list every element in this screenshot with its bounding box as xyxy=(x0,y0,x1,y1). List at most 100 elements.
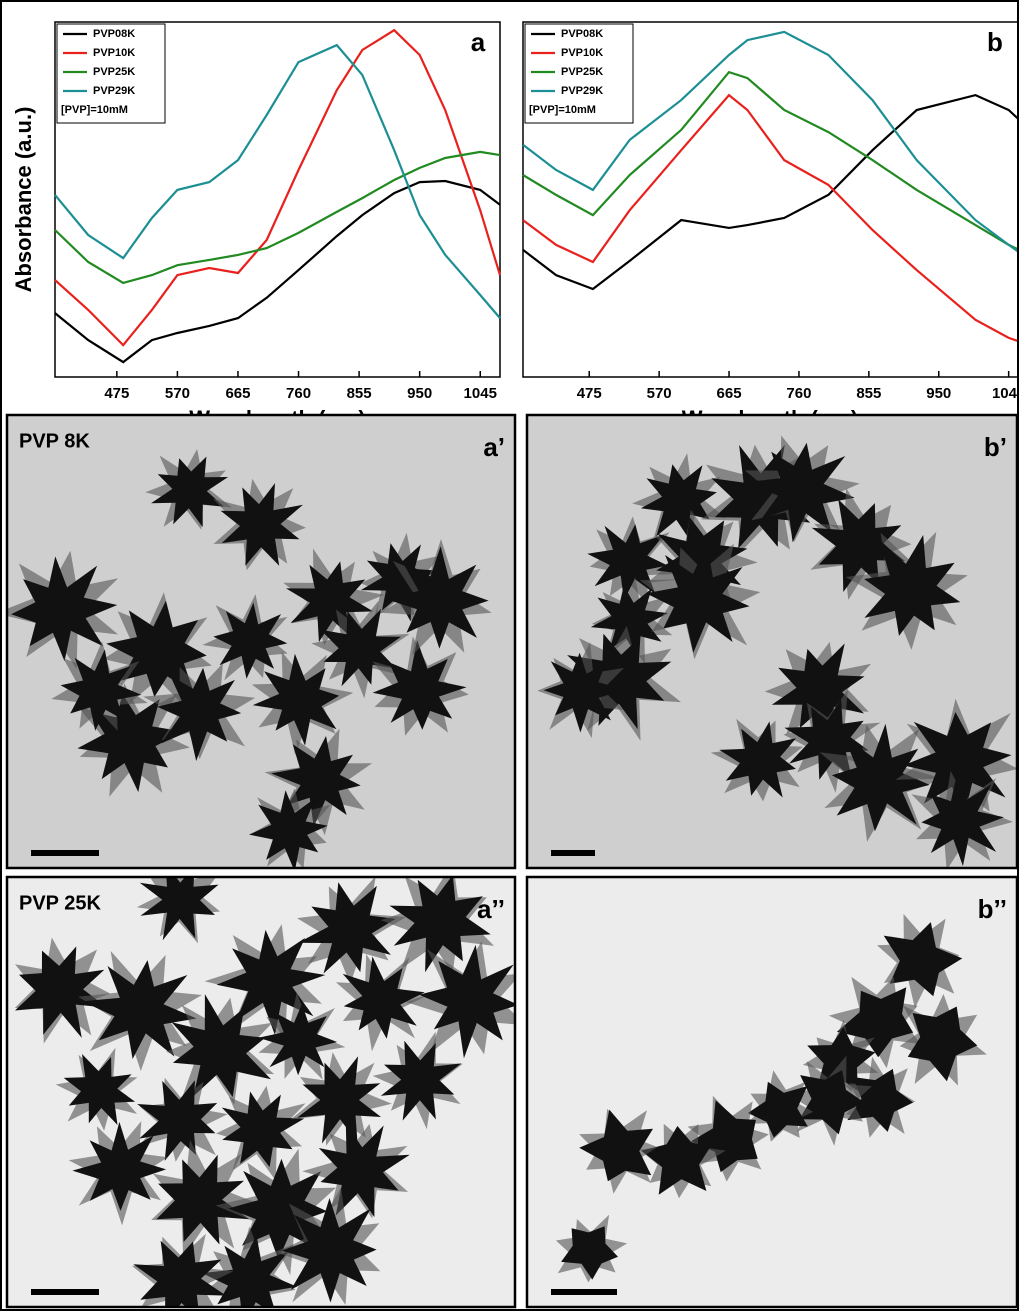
legend-label: PVP29K xyxy=(561,85,603,97)
series-line xyxy=(522,70,1017,251)
tem-image xyxy=(527,877,1017,1307)
series-line xyxy=(54,28,502,347)
panel-border xyxy=(525,875,1019,1309)
particle xyxy=(641,1126,710,1195)
particle xyxy=(561,1226,618,1280)
particle xyxy=(298,882,396,974)
particle xyxy=(864,535,961,636)
plot: PVP08K PVP10K PVP25K PVP29K [PVP]=10mM xyxy=(522,21,1017,378)
particle xyxy=(640,464,717,537)
particle xyxy=(567,633,672,730)
series-line xyxy=(54,43,501,319)
annotation: [PVP]=10mM xyxy=(529,104,596,116)
legend-label: PVP25K xyxy=(561,66,603,78)
legend-label: PVP08K xyxy=(93,28,135,40)
x-tick-label: 855 xyxy=(347,385,372,402)
particle xyxy=(907,1006,978,1082)
x-tick-label: 760 xyxy=(286,385,311,402)
particle xyxy=(220,483,303,566)
x-tick-label: 950 xyxy=(926,385,951,402)
legend-box xyxy=(56,23,166,124)
particle xyxy=(82,960,197,1059)
legend-label: PVP08K xyxy=(561,28,603,40)
x-tick-label: 1045 xyxy=(464,385,497,402)
scale-bar xyxy=(551,850,595,856)
particle xyxy=(543,652,625,733)
tem-image xyxy=(7,877,515,1307)
scale-bar xyxy=(31,1289,99,1295)
particle xyxy=(811,499,905,592)
particle xyxy=(15,946,108,1038)
particle xyxy=(831,723,930,832)
particle xyxy=(747,1081,808,1138)
particle xyxy=(258,1003,338,1076)
particle xyxy=(836,987,914,1058)
series-line xyxy=(522,93,1017,342)
x-tick-label: 760 xyxy=(786,385,811,402)
particle xyxy=(137,1080,218,1161)
x-tick-label: 570 xyxy=(165,385,190,402)
x-tick-label: 665 xyxy=(225,385,250,402)
particle xyxy=(847,1068,914,1132)
particle xyxy=(380,1040,462,1121)
x-tick-label: 665 xyxy=(717,385,742,402)
series-line xyxy=(522,30,1017,253)
legend-box xyxy=(524,23,634,124)
particle xyxy=(72,1121,167,1211)
particle xyxy=(691,1100,758,1173)
series-line xyxy=(54,179,501,364)
panel-caption: PVP 8K xyxy=(19,430,90,452)
particle xyxy=(590,585,669,656)
panel-label: a’’ xyxy=(477,894,505,924)
legend-label: PVP10K xyxy=(561,47,603,59)
particle xyxy=(221,1091,305,1168)
particle xyxy=(157,667,242,761)
series-line xyxy=(522,93,1017,291)
y-axis-label: Absorbance (a.u.) xyxy=(11,107,36,293)
scale-bar xyxy=(551,1289,617,1295)
plot-frame xyxy=(54,21,501,378)
particle xyxy=(156,1154,250,1245)
particle xyxy=(286,561,374,643)
particle xyxy=(139,877,219,941)
series-line xyxy=(54,150,501,285)
x-tick-label: 475 xyxy=(577,385,602,402)
panel-label: a’ xyxy=(483,432,505,462)
particle xyxy=(579,1109,653,1182)
particle xyxy=(360,543,437,622)
particle xyxy=(386,546,489,649)
panel-border xyxy=(5,875,517,1309)
particle xyxy=(645,544,750,653)
panel-border xyxy=(5,413,517,870)
particle xyxy=(418,944,515,1059)
tem-image xyxy=(527,415,1017,868)
scale-bar xyxy=(31,850,99,856)
panel-label: b’’ xyxy=(978,894,1007,924)
particle xyxy=(171,994,271,1097)
particle xyxy=(252,653,340,746)
particle xyxy=(60,649,142,731)
tem-image xyxy=(7,415,515,868)
plot-frame xyxy=(522,21,1017,378)
x-tick-label: 475 xyxy=(104,385,129,402)
plot: PVP08K PVP10K PVP25K PVP29K [PVP]=10mM xyxy=(54,21,502,378)
particle xyxy=(281,1198,377,1303)
particle xyxy=(771,643,865,731)
legend-label: PVP29K xyxy=(93,85,135,97)
particle xyxy=(372,640,467,730)
panel-label: b xyxy=(987,27,1003,57)
panel-label: b’ xyxy=(984,432,1007,462)
particle xyxy=(201,1235,298,1307)
legend-label: PVP10K xyxy=(93,47,135,59)
particle xyxy=(63,1054,136,1125)
x-tick-label: 570 xyxy=(647,385,672,402)
panel-caption: PVP 25K xyxy=(19,892,101,914)
particle xyxy=(213,602,288,679)
x-tick-label: 1045 xyxy=(992,385,1019,402)
legend-label: PVP25K xyxy=(93,66,135,78)
particle xyxy=(883,922,963,997)
particle xyxy=(342,956,425,1039)
particle xyxy=(11,556,118,662)
particle xyxy=(389,877,491,973)
